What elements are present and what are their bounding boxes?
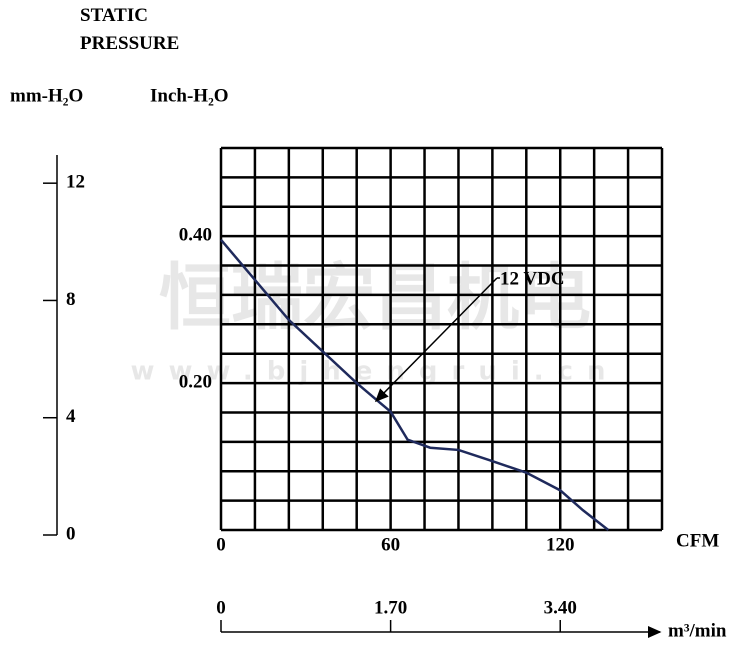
y2-axis-label: mm-H₂O xyxy=(10,85,83,106)
series-line xyxy=(220,239,610,531)
x-tick-label: 60 xyxy=(381,534,400,555)
x2-tick-label: 3.40 xyxy=(544,597,577,618)
annotation-arrow xyxy=(374,277,498,403)
y2-tick-label: 8 xyxy=(66,289,76,310)
x2-tick-label: 1.70 xyxy=(374,597,407,618)
chart-title: STATIC PRESSURE xyxy=(80,5,180,54)
y-axis-label: Inch-H₂O xyxy=(150,85,229,106)
title-box: STATIC PRESSURE xyxy=(80,5,180,54)
x-tick-label: 120 xyxy=(546,534,575,555)
y-tick-label: 0.40 xyxy=(179,225,212,246)
x2-axis-label: m³/min xyxy=(668,620,727,641)
y2-tick-label: 12 xyxy=(66,172,85,193)
y2-tick-label: 4 xyxy=(66,406,76,427)
x2-tick-label: 0 xyxy=(216,597,226,618)
x-axis-label: CFM xyxy=(676,530,719,551)
annotation: 12 VDC xyxy=(500,268,565,289)
y2-tick-label: 0 xyxy=(66,523,76,544)
x-tick-label: 0 xyxy=(216,534,226,555)
y-tick-label: 0.20 xyxy=(179,371,212,392)
